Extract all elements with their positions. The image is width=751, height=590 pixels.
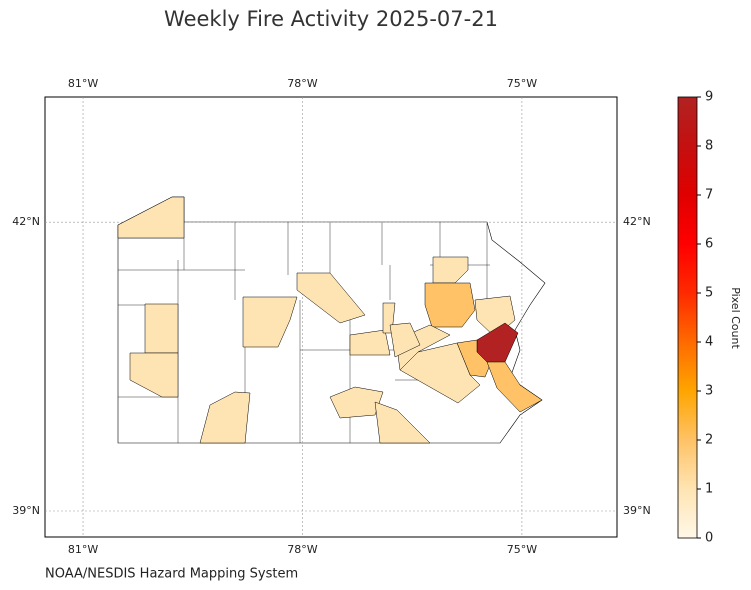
colorbar-tick-label: 1 — [705, 482, 713, 497]
x-tick-label: 75°W — [507, 77, 537, 90]
colorbar-tick-label: 0 — [705, 531, 713, 546]
colorbar-tick-label: 5 — [705, 286, 713, 301]
county-region — [117, 196, 185, 239]
colorbar-tick-label: 6 — [705, 237, 713, 252]
colorbar-tick-label: 9 — [705, 90, 713, 105]
map-frame — [44, 96, 618, 538]
county-region — [144, 303, 179, 354]
colorbar — [677, 96, 698, 539]
county-region — [432, 256, 469, 284]
county-region — [349, 329, 391, 356]
colorbar-tick-label: 8 — [705, 139, 713, 154]
x-tick-label: 81°W — [68, 77, 98, 90]
county-region — [389, 322, 421, 358]
county-region — [486, 361, 543, 413]
map-title: Weekly Fire Activity 2025-07-21 — [164, 7, 498, 31]
y-tick-label: 42°N — [12, 215, 40, 228]
x-tick-label: 78°W — [287, 77, 317, 90]
county-region — [242, 296, 298, 348]
county-region — [129, 352, 179, 398]
y-tick-label: 39°N — [12, 504, 40, 517]
colorbar-tick-label: 3 — [705, 384, 713, 399]
y-tick-label: 39°N — [623, 504, 651, 517]
colorbar-tick-label: 7 — [705, 188, 713, 203]
county-region — [199, 391, 251, 444]
county-region — [424, 282, 476, 328]
x-tick-label: 78°W — [287, 543, 317, 556]
county-region — [374, 401, 431, 444]
colorbar-tick-label: 4 — [705, 335, 713, 350]
x-tick-label: 81°W — [68, 543, 98, 556]
colorbar-tick-label: 2 — [705, 433, 713, 448]
source-label: NOAA/NESDIS Hazard Mapping System — [45, 567, 298, 582]
county-region — [296, 272, 366, 324]
colorbar-label: Pixel Count — [729, 287, 742, 349]
y-tick-label: 42°N — [623, 215, 651, 228]
x-tick-label: 75°W — [507, 543, 537, 556]
